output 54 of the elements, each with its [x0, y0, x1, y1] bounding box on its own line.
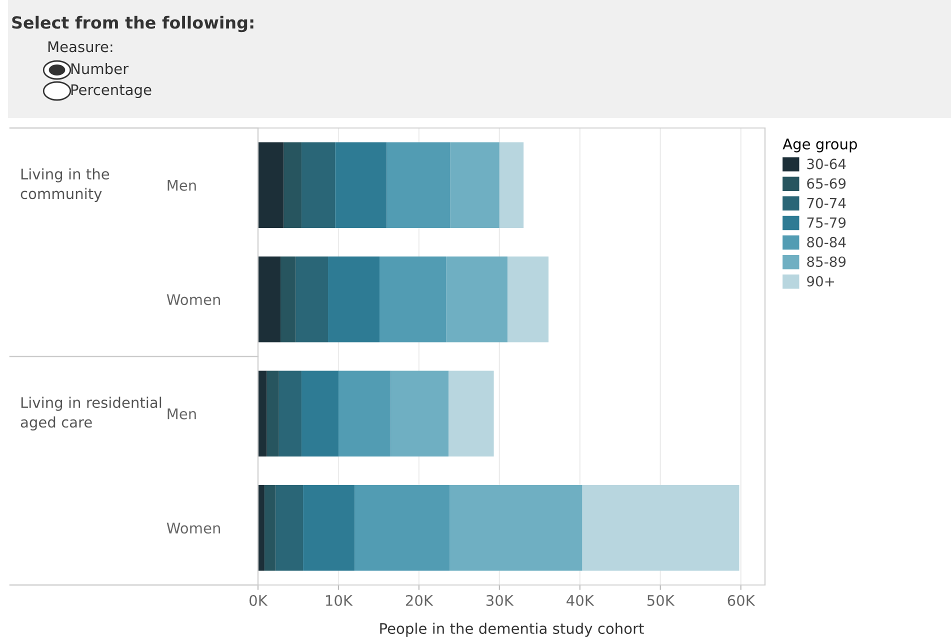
bar [258, 142, 284, 228]
legend-label: 30-64 [807, 158, 846, 170]
bar [284, 142, 302, 228]
bar [301, 142, 336, 228]
bar [258, 256, 281, 342]
bar [450, 142, 500, 228]
bar [266, 370, 279, 456]
bar [390, 370, 449, 456]
bar [296, 256, 328, 342]
y-tick-label: Men [168, 180, 196, 191]
y-tick-label: Women [166, 522, 220, 534]
x-tick-label: 0K [250, 594, 268, 606]
legend-label: 80-84 [807, 236, 846, 248]
bar [278, 370, 302, 456]
x-tick-label: 10K [326, 594, 353, 606]
legend-label: 75-79 [807, 217, 846, 228]
y-tick-label: Men [168, 408, 196, 420]
bar [303, 485, 355, 571]
y-tick-label: Women [166, 294, 220, 306]
text: Percentage [71, 84, 152, 98]
legend-title: Age group [782, 138, 857, 152]
legend-label: 65-69 [807, 178, 846, 189]
text: Measure: [48, 41, 112, 52]
bar [446, 256, 508, 342]
bar [328, 256, 380, 342]
bar [582, 485, 740, 571]
x-tick-label: 20K [406, 594, 434, 606]
bar [280, 256, 296, 342]
bar [276, 485, 304, 571]
bar [380, 256, 446, 342]
bar [258, 485, 264, 571]
x-tick-label: 50K [647, 594, 675, 606]
bar [264, 485, 276, 571]
text: Select from the following: [12, 16, 254, 32]
bar [335, 142, 387, 228]
bar [301, 370, 338, 456]
bar [450, 485, 582, 571]
x-axis-title: People in the dementia study cohort [380, 622, 644, 637]
text: Living in residential aged care [20, 396, 162, 431]
bar [386, 142, 450, 228]
bar [499, 142, 524, 228]
bar [258, 370, 267, 456]
x-tick-label: 30K [486, 594, 514, 606]
bar [448, 370, 494, 456]
bar [507, 256, 549, 342]
bar [338, 370, 391, 456]
x-tick-label: 40K [566, 594, 594, 606]
legend-label: 70-74 [807, 198, 846, 208]
bar [354, 485, 450, 571]
text: Number [71, 62, 129, 74]
text: Living in the community [20, 168, 110, 202]
x-tick-label: 60K [728, 594, 756, 606]
legend-label: 90+ [807, 276, 834, 287]
legend-label: 85-89 [807, 256, 846, 267]
